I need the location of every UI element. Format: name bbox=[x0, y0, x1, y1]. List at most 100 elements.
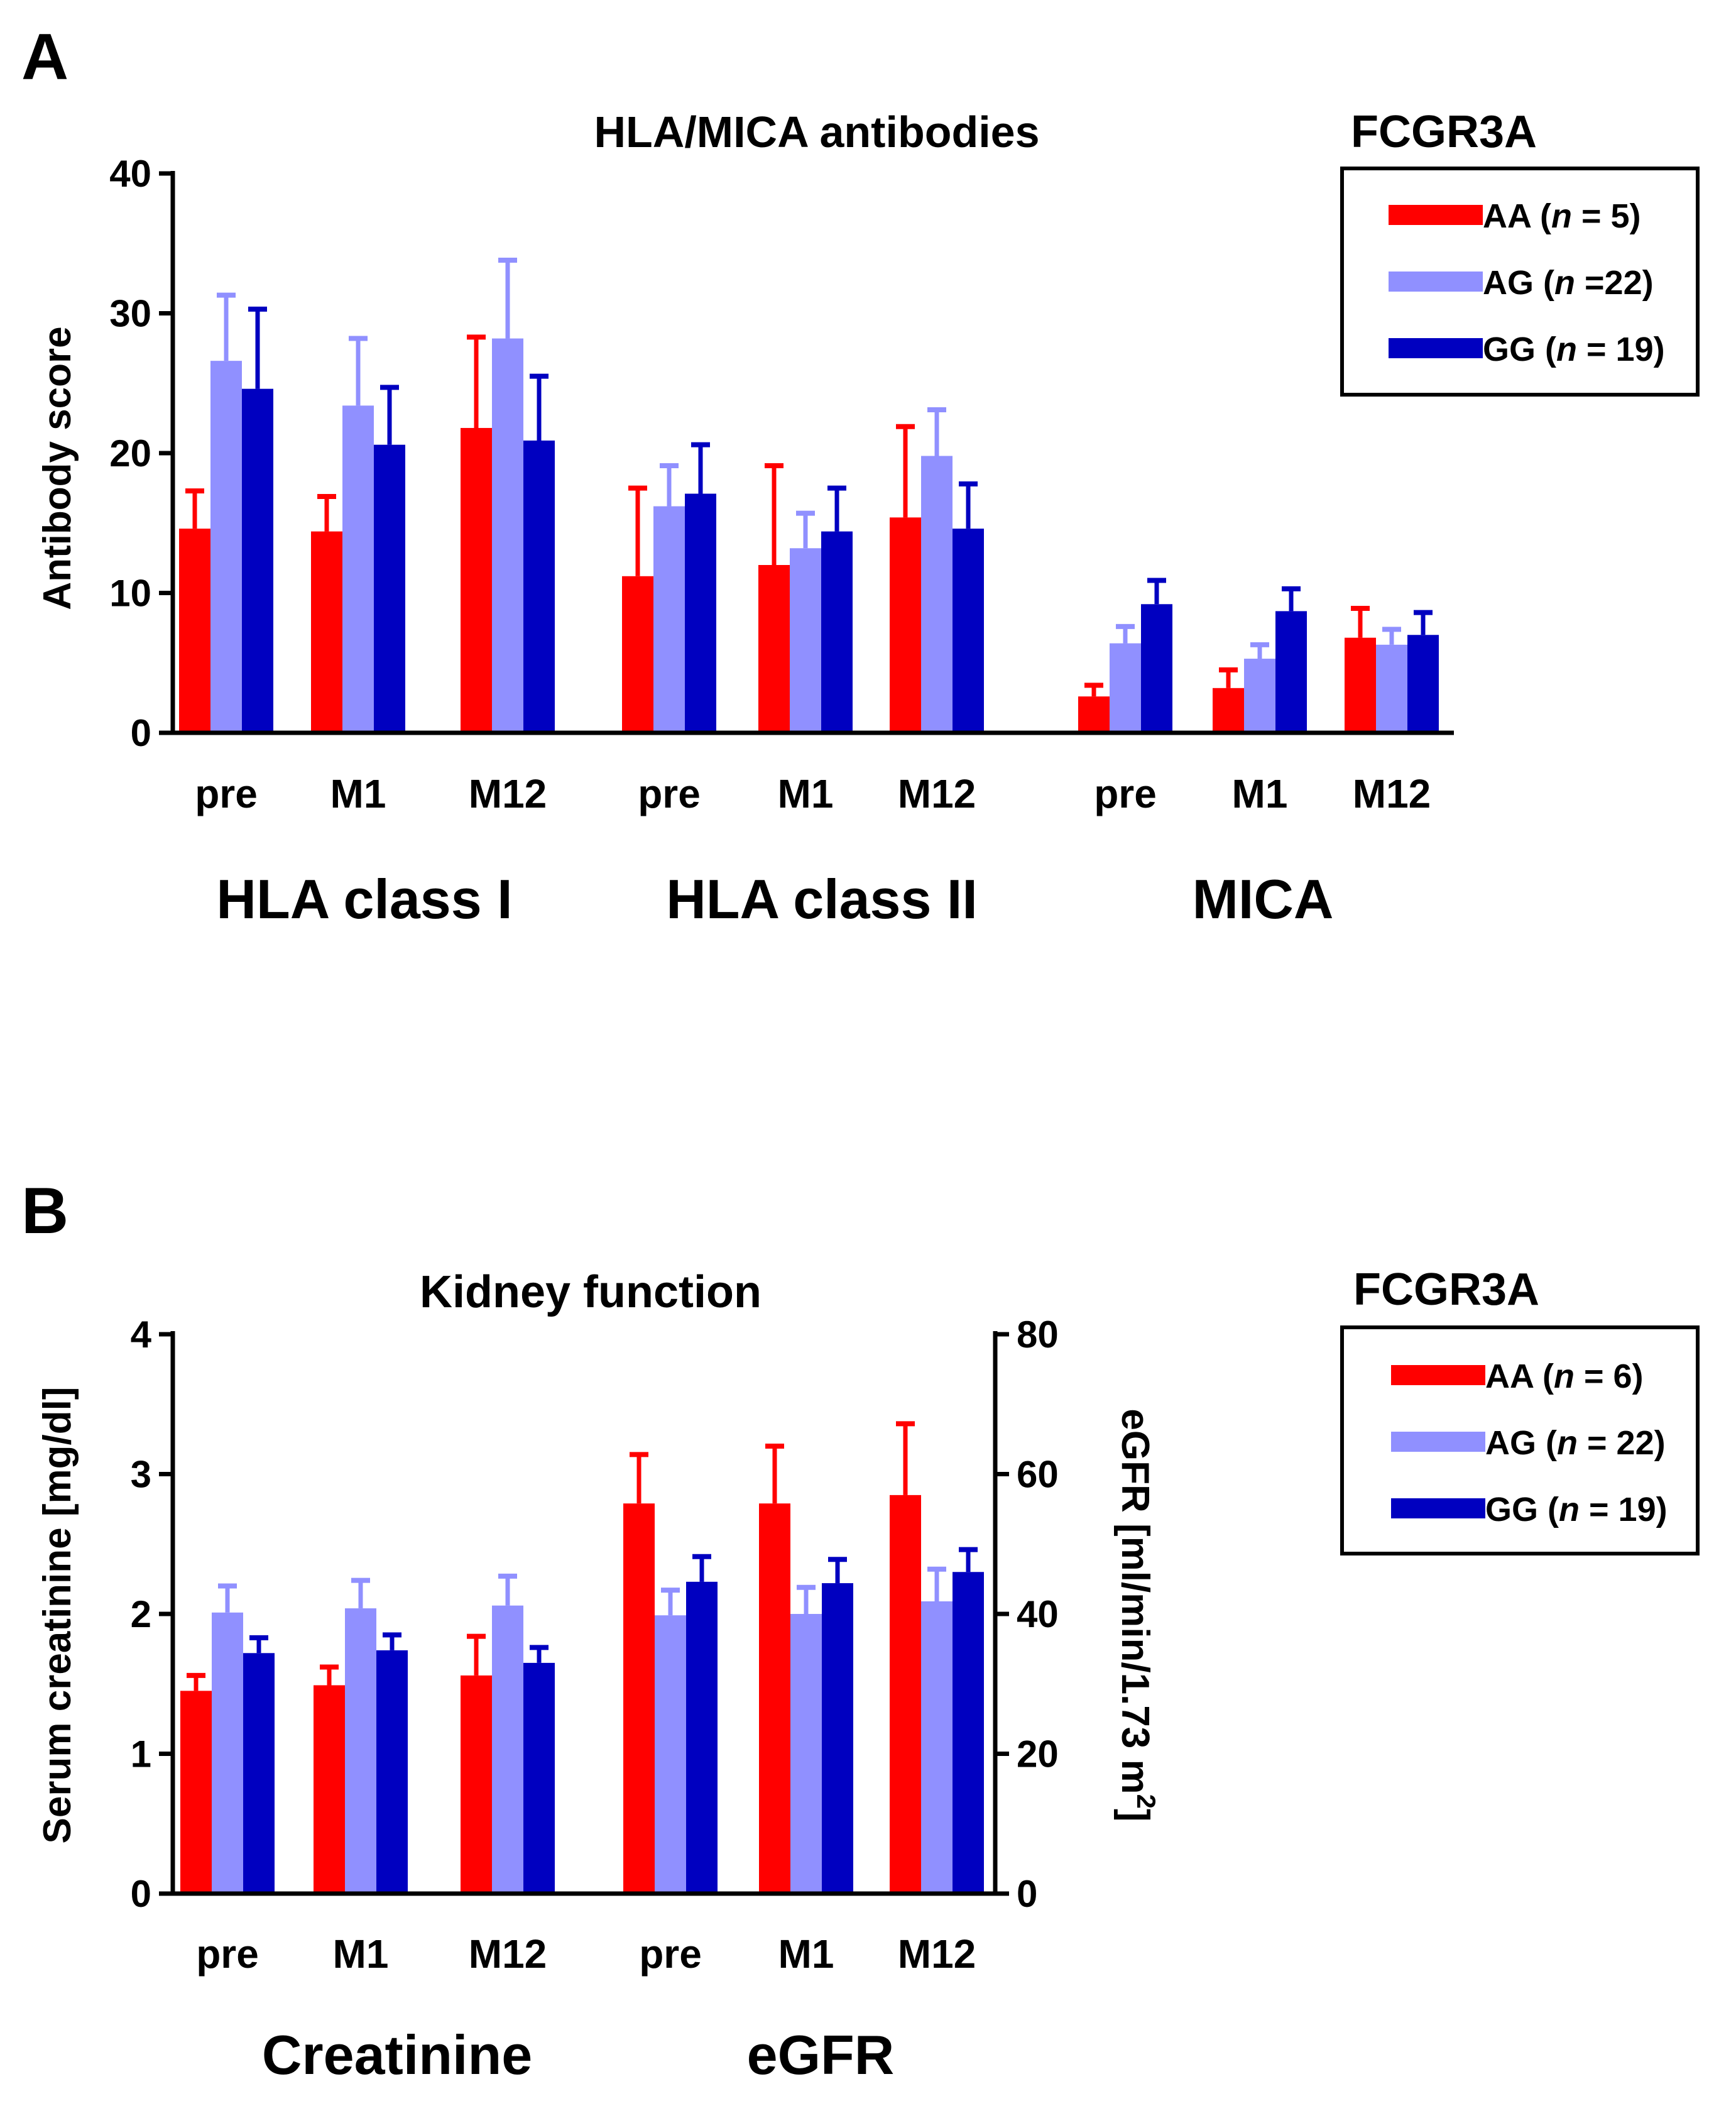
x-tick-label: M1 bbox=[333, 1931, 389, 1977]
bar-gg bbox=[953, 529, 984, 733]
x-tick-label: M1 bbox=[778, 1931, 834, 1977]
legend-title: FCGR3A bbox=[1351, 107, 1537, 157]
bar-aa bbox=[759, 1503, 790, 1894]
bar-gg bbox=[374, 444, 405, 733]
x-tick-label: M12 bbox=[898, 1931, 976, 1977]
x-tick-label: M1 bbox=[330, 771, 386, 816]
panel-b-x-labels: pre M1 M12 pre M1 M12 bbox=[196, 1931, 976, 1977]
x-tick-label: pre bbox=[1094, 771, 1157, 816]
bar-aa bbox=[179, 529, 210, 733]
legend-label-ag: AG (n =22) bbox=[1483, 264, 1654, 302]
panel-b: B Kidney function Serum creatinine [mg/d… bbox=[21, 1175, 1700, 2086]
panel-b-bars bbox=[180, 1421, 984, 1894]
y-tick-label: 3 bbox=[131, 1454, 151, 1496]
y-tick-label: 4 bbox=[131, 1314, 152, 1356]
legend-box bbox=[1340, 167, 1700, 397]
y-tick-label: 40 bbox=[109, 153, 151, 195]
legend-title: FCGR3A bbox=[1353, 1264, 1539, 1315]
group-label-creatinine: Creatinine bbox=[262, 2024, 532, 2086]
panel-b-y-ticks: 0 1 2 3 4 bbox=[131, 1314, 173, 1915]
panel-a-title: HLA/MICA antibodies bbox=[594, 107, 1039, 156]
panel-b-ylabel: Serum creatinine [mg/dl] bbox=[36, 1387, 79, 1844]
bar-gg bbox=[1407, 635, 1439, 733]
bar-aa bbox=[623, 1503, 655, 1894]
bar-aa bbox=[1078, 696, 1110, 733]
x-tick-label: M12 bbox=[469, 771, 547, 816]
bar-gg bbox=[523, 1662, 555, 1894]
legend-swatch-aa bbox=[1391, 1365, 1485, 1385]
y2-tick-label: 80 bbox=[1017, 1314, 1059, 1356]
y-tick-label: 30 bbox=[109, 293, 151, 335]
panel-a: A HLA/MICA antibodies Antibody score 0 10… bbox=[21, 21, 1700, 930]
legend-swatch-ag bbox=[1389, 272, 1483, 292]
group-label-hla-class-i: HLA class I bbox=[216, 868, 512, 930]
bar-ag bbox=[492, 1605, 523, 1894]
x-tick-label: pre bbox=[195, 771, 258, 816]
y2-tick-label: 20 bbox=[1017, 1733, 1059, 1775]
x-tick-label: M12 bbox=[469, 1931, 547, 1977]
bar-gg bbox=[822, 1583, 853, 1894]
panel-a-group-labels: HLA class I HLA class II MICA bbox=[216, 868, 1333, 930]
bar-ag bbox=[492, 338, 523, 733]
bar-aa bbox=[180, 1691, 212, 1894]
y2-tick-label: 60 bbox=[1017, 1454, 1059, 1496]
legend-label-gg: GG (n = 19) bbox=[1483, 331, 1665, 368]
panel-a-letter: A bbox=[21, 21, 68, 94]
bar-gg bbox=[243, 1653, 275, 1894]
bar-ag bbox=[210, 361, 242, 733]
bar-gg bbox=[821, 531, 853, 733]
y2-tick-label: 0 bbox=[1017, 1873, 1037, 1915]
bar-ag bbox=[790, 548, 821, 733]
legend-box bbox=[1340, 1325, 1700, 1555]
bar-aa bbox=[758, 565, 790, 733]
legend-swatch-aa bbox=[1389, 205, 1483, 225]
bar-ag bbox=[655, 1615, 686, 1894]
panel-a-y-ticks: 0 10 20 30 40 bbox=[109, 153, 173, 754]
panel-b-group-labels: Creatinine eGFR bbox=[262, 2024, 895, 2086]
panel-b-y2-ticks: 0 20 40 60 80 bbox=[995, 1314, 1059, 1915]
y-tick-label: 20 bbox=[109, 432, 151, 475]
legend-label-ag: AG (n = 22) bbox=[1485, 1424, 1666, 1462]
bar-ag bbox=[1376, 644, 1407, 733]
x-tick-label: pre bbox=[196, 1931, 259, 1977]
bar-ag bbox=[1244, 659, 1275, 733]
bar-aa bbox=[314, 1685, 345, 1894]
bar-aa bbox=[461, 1675, 492, 1894]
bar-gg bbox=[1141, 604, 1172, 733]
panel-b-letter: B bbox=[21, 1175, 68, 1248]
bar-aa bbox=[890, 1495, 921, 1894]
y-tick-label: 0 bbox=[131, 712, 151, 754]
panel-b-legend: FCGR3A AA (n = 6) AG (n = 22) GG (n = 19… bbox=[1340, 1264, 1700, 1555]
bar-ag bbox=[345, 1608, 376, 1894]
bar-ag bbox=[790, 1614, 822, 1894]
bar-aa bbox=[461, 427, 492, 733]
panel-b-axes bbox=[170, 1331, 998, 1896]
y-tick-label: 2 bbox=[131, 1593, 151, 1635]
bar-gg bbox=[1275, 611, 1307, 733]
x-tick-label: M1 bbox=[778, 771, 834, 816]
bar-ag bbox=[921, 1601, 953, 1894]
legend-label-aa: AA (n = 6) bbox=[1485, 1358, 1644, 1395]
legend-label-gg: GG (n = 19) bbox=[1485, 1491, 1668, 1528]
x-tick-label: M1 bbox=[1232, 771, 1288, 816]
bar-aa bbox=[622, 576, 653, 733]
bar-aa bbox=[311, 531, 342, 733]
panel-b-title: Kidney function bbox=[420, 1267, 762, 1317]
bar-gg bbox=[523, 440, 555, 733]
bar-ag bbox=[653, 506, 685, 733]
legend-label-aa: AA (n = 5) bbox=[1483, 197, 1641, 235]
bar-ag bbox=[212, 1612, 243, 1894]
bar-gg bbox=[376, 1650, 408, 1894]
bar-gg bbox=[953, 1572, 984, 1894]
bar-gg bbox=[242, 388, 273, 733]
panel-a-bars bbox=[179, 257, 1439, 733]
bar-ag bbox=[1110, 643, 1141, 733]
bar-gg bbox=[686, 1581, 718, 1894]
legend-swatch-gg bbox=[1389, 338, 1483, 358]
group-label-egfr: eGFR bbox=[747, 2024, 895, 2086]
panel-a-ylabel: Antibody score bbox=[36, 326, 79, 610]
bar-aa bbox=[1345, 637, 1376, 733]
bar-ag bbox=[342, 405, 374, 733]
x-tick-label: pre bbox=[638, 771, 701, 816]
